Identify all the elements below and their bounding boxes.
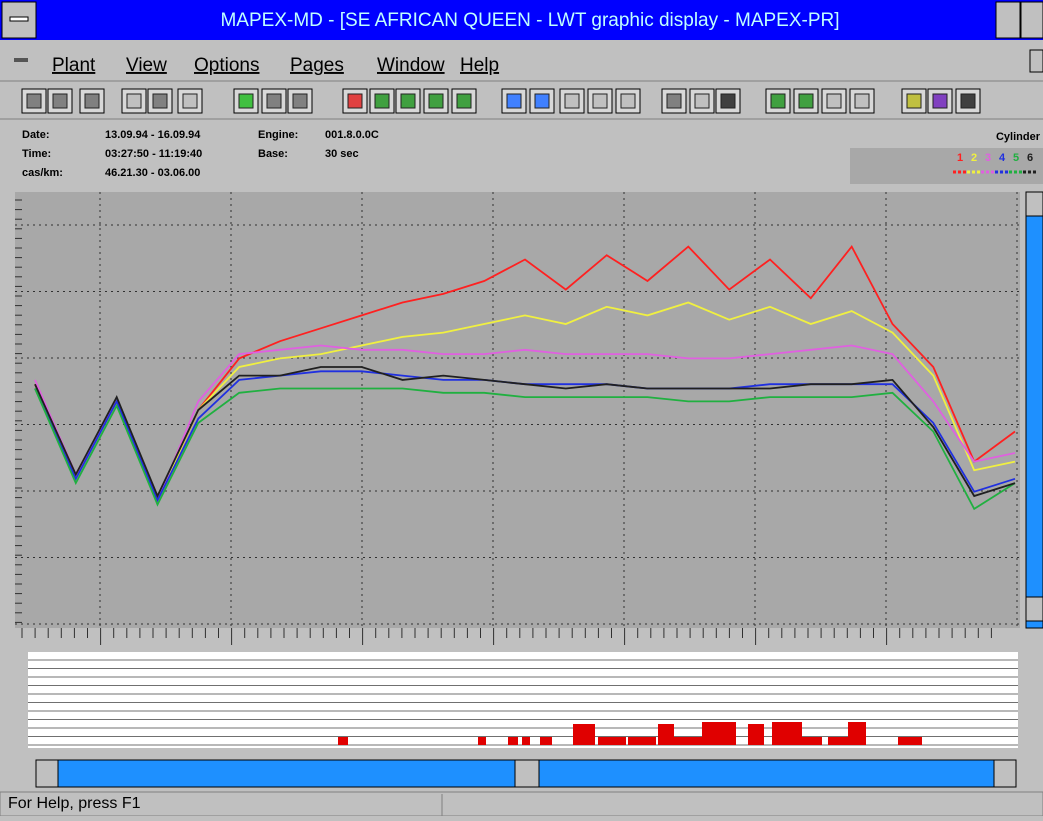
legend-entry: 3 <box>985 152 991 164</box>
tool-icon <box>694 93 710 109</box>
legend-entry: 5 <box>1013 152 1019 164</box>
tool-icon <box>932 93 948 109</box>
event-block <box>658 724 674 745</box>
menu-item[interactable]: Window <box>377 55 445 76</box>
event-block <box>540 737 552 745</box>
tool-icon <box>592 93 608 109</box>
tool-icon <box>456 93 472 109</box>
scroll-right[interactable] <box>993 759 1017 788</box>
event-block <box>898 737 922 745</box>
event-block <box>828 737 848 745</box>
legend-panel <box>850 148 1043 184</box>
legend-entry: 1 <box>957 152 963 164</box>
plot-area <box>15 192 1020 628</box>
tool-icon <box>428 93 444 109</box>
toolbar <box>21 88 981 114</box>
event-block <box>508 737 518 745</box>
title-bar <box>0 0 1043 40</box>
engine-label: Engine: <box>258 129 298 141</box>
menu-bar <box>0 42 1043 80</box>
tool-icon <box>906 93 922 109</box>
base-label: Base: <box>258 148 288 160</box>
status-bar <box>0 791 1043 817</box>
tool-icon <box>400 93 416 109</box>
doc-restore[interactable] <box>1029 49 1043 73</box>
event-block <box>573 724 595 745</box>
tool-icon <box>238 93 254 109</box>
pos-label: cas/km: <box>22 167 63 179</box>
tool-icon <box>854 93 870 109</box>
tool-icon <box>266 93 282 109</box>
tool-icon <box>666 93 682 109</box>
event-block <box>478 737 486 745</box>
series-line <box>34 344 1016 503</box>
menu-item[interactable]: View <box>126 55 167 76</box>
engine-value: 001.8.0.0C <box>325 129 379 141</box>
series-line <box>34 366 1016 499</box>
tool-icon <box>292 93 308 109</box>
tool-icon <box>26 93 42 109</box>
tool-icon <box>826 93 842 109</box>
window-title: MAPEX-MD - [SE AFRICAN QUEEN - LWT graph… <box>220 10 839 31</box>
doc-system-menu[interactable] <box>14 58 28 62</box>
tool-icon <box>620 93 636 109</box>
menu-item[interactable]: Plant <box>52 55 96 76</box>
scroll-down[interactable] <box>1025 596 1043 622</box>
system-menu[interactable] <box>1 1 37 39</box>
menu-item[interactable]: Help <box>460 55 499 76</box>
scroll-up[interactable] <box>1025 191 1043 217</box>
tool-button[interactable] <box>955 88 981 114</box>
event-block <box>628 737 656 745</box>
scroll-left[interactable] <box>35 759 59 788</box>
legend-entry: 2 <box>971 152 977 164</box>
legend-entry: 4 <box>999 152 1006 164</box>
tool-icon <box>347 93 363 109</box>
tool-icon <box>126 93 142 109</box>
status-text: For Help, press F1 <box>8 795 141 812</box>
tool-icon <box>506 93 522 109</box>
maximize-button[interactable] <box>1020 1 1043 39</box>
event-block <box>672 737 702 745</box>
system-icon <box>9 16 29 22</box>
tool-icon <box>152 93 168 109</box>
event-block <box>748 724 764 745</box>
cylinder-label: Cylinder <box>996 131 1041 143</box>
tool-icon <box>564 93 580 109</box>
event-block <box>598 737 626 745</box>
event-block <box>772 722 802 745</box>
legend-entry: 6 <box>1027 152 1033 164</box>
tool-icon <box>720 93 736 109</box>
menu-item[interactable]: Pages <box>290 55 344 76</box>
event-panel <box>28 652 1018 748</box>
base-value: 30 sec <box>325 148 359 160</box>
event-block <box>848 722 866 745</box>
date-value: 13.09.94 - 16.09.94 <box>105 129 201 141</box>
event-block <box>802 737 822 745</box>
tool-icon <box>798 93 814 109</box>
time-value: 03:27:50 - 11:19:40 <box>105 148 202 160</box>
tool-button[interactable] <box>451 88 477 114</box>
tool-icon <box>374 93 390 109</box>
vertical-scrollbar[interactable] <box>1025 191 1043 629</box>
event-block <box>522 737 530 745</box>
minimize-button[interactable] <box>995 1 1021 39</box>
tool-icon <box>534 93 550 109</box>
event-block <box>702 722 736 745</box>
tool-icon <box>770 93 786 109</box>
date-label: Date: <box>22 129 50 141</box>
menu-item[interactable]: Options <box>194 55 259 76</box>
pos-value: 46.21.30 - 03.06.00 <box>105 167 200 179</box>
event-block <box>338 737 348 745</box>
series-line <box>34 387 1016 511</box>
tool-icon <box>182 93 198 109</box>
scroll-thumb[interactable] <box>514 759 540 788</box>
tool-icon <box>84 93 100 109</box>
time-label: Time: <box>22 148 51 160</box>
tool-icon <box>52 93 68 109</box>
tool-icon <box>960 93 976 109</box>
